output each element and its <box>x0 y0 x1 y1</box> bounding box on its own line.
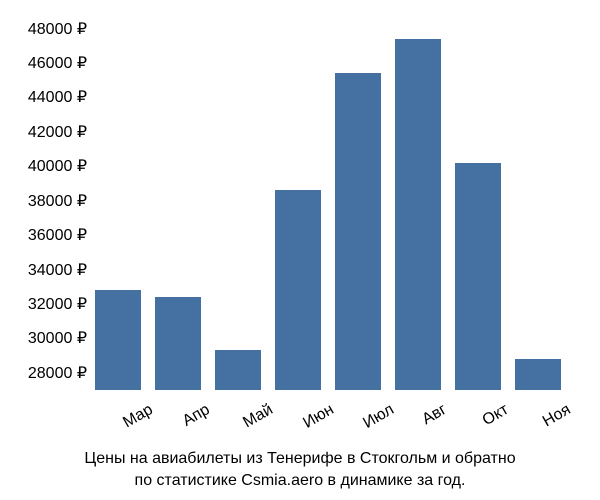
bar <box>515 359 561 390</box>
x-tick-label: Окт <box>480 401 512 430</box>
x-tick-label: Июл <box>360 401 397 433</box>
bar <box>215 350 261 390</box>
y-axis: 28000 ₽ 30000 ₽ 32000 ₽ 34000 ₽ 36000 ₽ 38000… <box>0 20 95 390</box>
x-tick-label: Ноя <box>540 401 574 431</box>
y-tick-label: 46000 ₽ <box>28 53 87 73</box>
y-tick-label: 34000 ₽ <box>28 260 87 280</box>
y-tick-label: 40000 ₽ <box>28 156 87 176</box>
x-tick-label: Июн <box>300 401 337 433</box>
y-tick-label: 28000 ₽ <box>28 363 87 383</box>
bar <box>455 163 501 390</box>
price-chart: 28000 ₽ 30000 ₽ 32000 ₽ 34000 ₽ 36000 ₽ 38000… <box>0 0 600 500</box>
x-tick-label: Мар <box>120 401 156 432</box>
y-tick-label: 44000 ₽ <box>28 87 87 107</box>
bar <box>95 290 141 390</box>
bar <box>395 39 441 390</box>
y-tick-label: 38000 ₽ <box>28 191 87 211</box>
caption-line-2: по статистике Csmia.aero в динамике за г… <box>135 472 466 489</box>
y-tick-label: 36000 ₽ <box>28 225 87 245</box>
plot-area <box>95 20 575 390</box>
y-tick-label: 42000 ₽ <box>28 122 87 142</box>
chart-caption: Цены на авиабилеты из Тенерифе в Стокгол… <box>0 448 600 493</box>
y-tick-label: 32000 ₽ <box>28 294 87 314</box>
x-tick-label: Апр <box>180 401 213 431</box>
x-tick-label: Авг <box>419 401 450 429</box>
x-axis: Мар Апр Май Июн Июл Авг Окт Ноя <box>95 395 575 440</box>
y-tick-label: 30000 ₽ <box>28 328 87 348</box>
y-tick-label: 48000 ₽ <box>28 19 87 39</box>
x-tick-label: Май <box>240 401 276 432</box>
bar <box>275 190 321 390</box>
bar <box>335 73 381 390</box>
caption-line-1: Цены на авиабилеты из Тенерифе в Стокгол… <box>84 450 515 467</box>
bar <box>155 297 201 390</box>
